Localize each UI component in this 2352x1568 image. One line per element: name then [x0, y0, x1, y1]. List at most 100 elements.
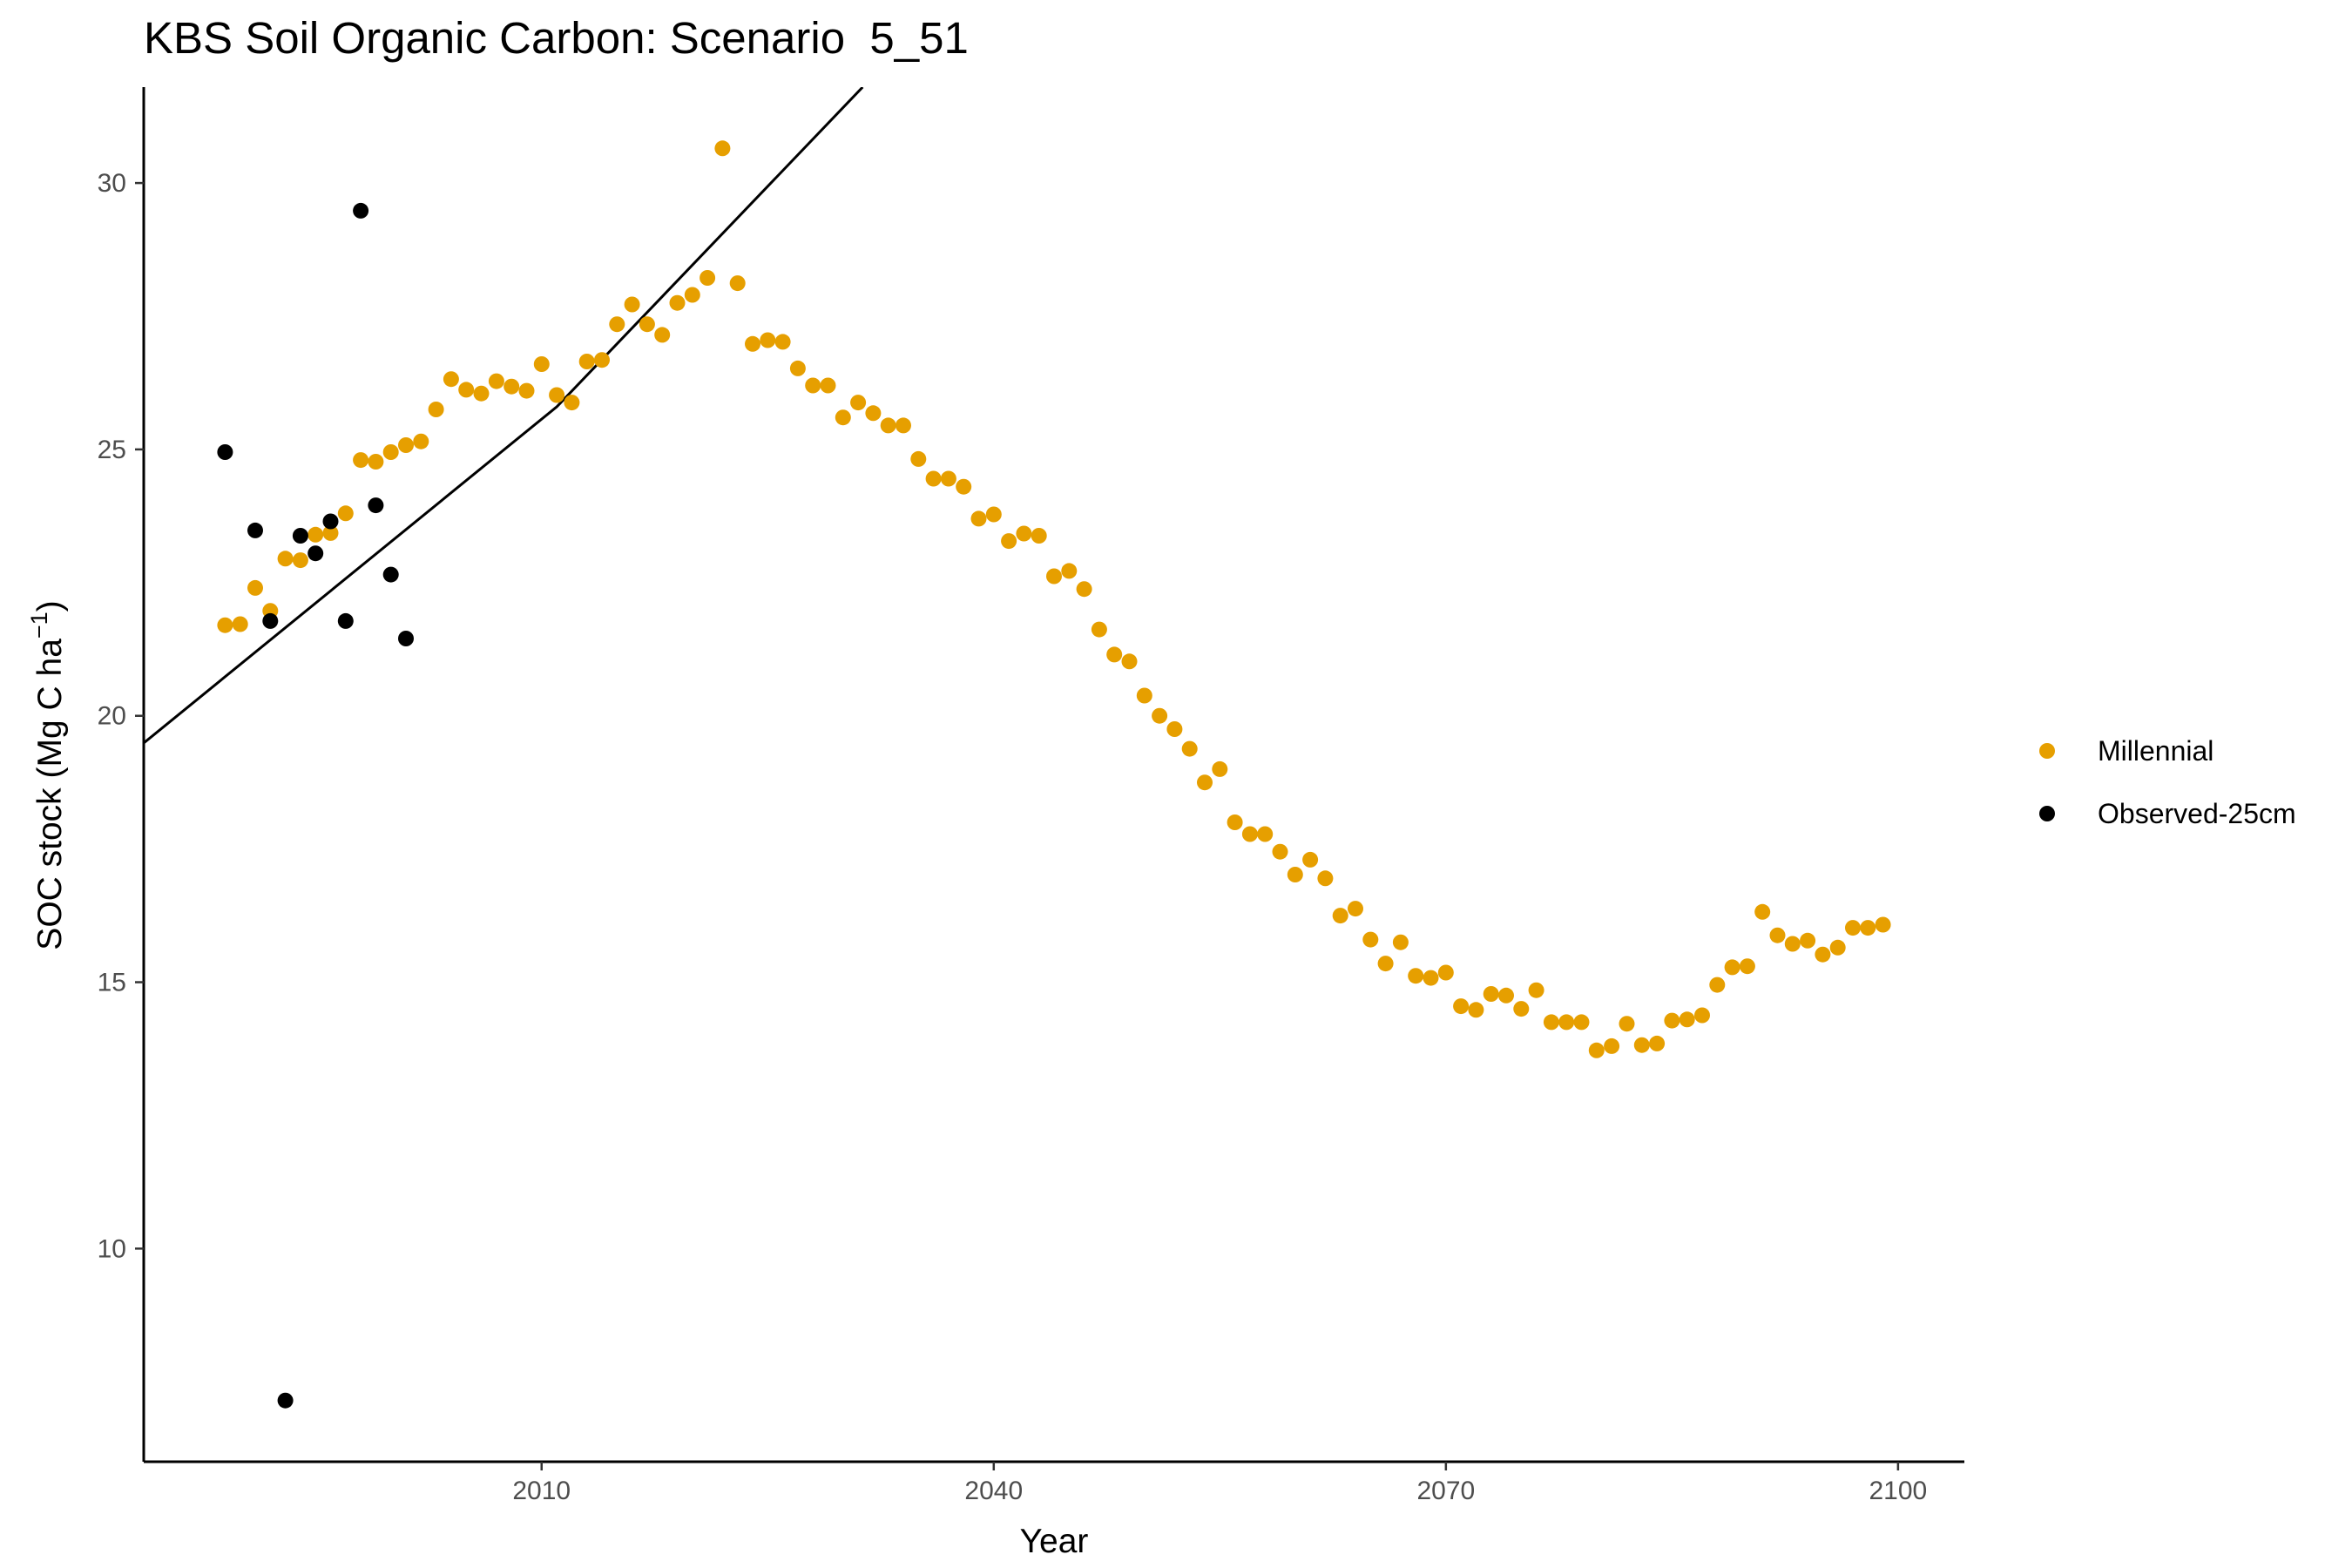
millennial-point — [1016, 525, 1032, 542]
millennial-point — [1739, 958, 1755, 975]
y-axis-title-main: SOC stock (Mg C ha — [31, 639, 69, 950]
millennial-point — [1784, 936, 1801, 952]
x-axis-title: Year — [1020, 1523, 1089, 1560]
millennial-point — [398, 437, 414, 453]
millennial-point — [896, 417, 911, 434]
x-tick-label: 2100 — [1869, 1477, 1927, 1505]
millennial-point — [774, 334, 791, 350]
millennial-point — [382, 444, 399, 460]
millennial-point — [1588, 1042, 1605, 1058]
millennial-point — [594, 352, 610, 368]
millennial-point — [413, 433, 429, 449]
millennial-point — [654, 327, 671, 343]
millennial-point — [232, 616, 248, 632]
millennial-point — [684, 287, 700, 303]
millennial-point — [609, 316, 625, 333]
millennial-point — [745, 335, 760, 352]
millennial-point — [504, 378, 520, 395]
millennial-point — [1152, 707, 1168, 724]
millennial-point — [1241, 826, 1258, 842]
millennial-point — [1272, 843, 1288, 860]
millennial-point — [518, 382, 535, 399]
millennial-point — [1227, 814, 1243, 830]
millennial-point — [1046, 568, 1062, 585]
millennial-point — [1212, 760, 1228, 777]
millennial-point — [1136, 687, 1152, 704]
millennial-point — [1483, 986, 1499, 1002]
observed-25cm-point — [277, 1392, 294, 1409]
millennial-point — [368, 454, 384, 470]
millennial-point — [247, 579, 263, 596]
millennial-point — [1106, 646, 1123, 663]
millennial-point — [533, 356, 550, 372]
millennial-point — [925, 470, 942, 487]
millennial-point — [714, 140, 731, 157]
observed-25cm-point — [292, 528, 308, 544]
millennial-point — [1091, 621, 1107, 638]
millennial-point — [428, 402, 444, 417]
millennial-point — [1619, 1016, 1635, 1032]
observed-25cm-point — [308, 545, 324, 562]
millennial-point — [789, 360, 806, 376]
millennial-point — [1769, 927, 1786, 943]
millennial-point — [473, 385, 490, 402]
millennial-point — [850, 395, 867, 411]
millennial-point — [1317, 870, 1334, 887]
millennial-point — [940, 470, 956, 487]
millennial-point — [1257, 826, 1274, 842]
observed-25cm-point — [382, 566, 399, 583]
observed-25cm-point — [368, 497, 384, 514]
millennial-point — [1800, 932, 1816, 949]
millennial-point — [322, 524, 339, 541]
trend-line — [144, 87, 864, 745]
millennial-point — [1815, 946, 1831, 963]
millennial-point — [880, 417, 896, 434]
y-axis-title: SOC stock (Mg C ha−1) — [26, 600, 69, 950]
millennial-point — [1181, 740, 1198, 757]
millennial-point — [1001, 533, 1017, 550]
trend-line-layer — [144, 87, 864, 745]
millennial-point — [1498, 987, 1514, 1004]
legend-key-millennial — [2039, 743, 2055, 759]
millennial-point — [1573, 1014, 1590, 1031]
millennial-point — [865, 405, 882, 422]
millennial-point — [1332, 908, 1348, 924]
millennial-point — [1709, 977, 1726, 993]
millennial-point — [1558, 1014, 1575, 1031]
millennial-point — [1468, 1002, 1484, 1018]
millennial-point — [1061, 563, 1078, 579]
x-ticks: 2010 2040 2070 2100 — [512, 1462, 1927, 1505]
millennial-point — [1829, 939, 1846, 956]
y-axis-title-close: ) — [31, 600, 69, 612]
millennial-point — [1076, 581, 1092, 598]
millennial-point — [1664, 1012, 1680, 1029]
millennial-point — [820, 377, 836, 394]
millennial-point — [353, 452, 369, 469]
legend-key-observed-25cm — [2039, 806, 2055, 821]
y-tick-label: 10 — [98, 1234, 126, 1263]
millennial-point — [578, 354, 595, 369]
observed-25cm-point — [262, 612, 279, 629]
observed-25cm-point — [322, 513, 339, 530]
millennial-point — [1287, 867, 1303, 882]
millennial-point — [1845, 920, 1861, 936]
millennial-point — [1679, 1011, 1695, 1028]
millennial-point — [910, 450, 927, 467]
millennial-point — [1860, 920, 1876, 936]
y-tick-label: 20 — [98, 702, 126, 731]
millennial-point — [1694, 1007, 1710, 1024]
millennial-point — [669, 294, 686, 311]
millennial-point — [1362, 931, 1379, 948]
millennial-point — [624, 296, 640, 313]
millennial-point — [564, 395, 580, 411]
y-axis-title-superscript: −1 — [26, 612, 52, 639]
millennial-point — [488, 373, 504, 389]
millennial-point — [1633, 1037, 1650, 1053]
millennial-point — [1513, 1001, 1530, 1017]
y-tick-label: 25 — [98, 436, 126, 464]
x-tick-label: 2070 — [1416, 1477, 1475, 1505]
millennial-point — [1392, 934, 1409, 950]
observed-25cm-point — [247, 522, 263, 538]
chart-title: KBS Soil Organic Carbon: Scenario 5_51 — [144, 13, 969, 63]
